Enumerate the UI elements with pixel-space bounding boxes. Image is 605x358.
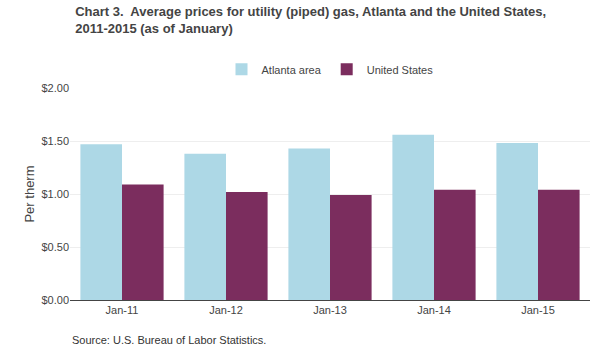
svg-text:Source: U.S. Bureau of Labor S: Source: U.S. Bureau of Labor Statistics. (72, 334, 266, 346)
svg-text:$0.50: $0.50 (41, 241, 69, 253)
svg-text:Jan-12: Jan-12 (209, 304, 243, 316)
svg-text:Jan-13: Jan-13 (313, 304, 347, 316)
svg-text:Chart 3. Average prices for u: Chart 3. Average prices for utility (pip… (75, 4, 546, 36)
svg-text:Jan-14: Jan-14 (417, 304, 451, 316)
svg-text:Jan-11: Jan-11 (106, 304, 139, 316)
svg-text:Atlanta area: Atlanta area (262, 64, 322, 76)
svg-text:Jan-15: Jan-15 (521, 304, 555, 316)
svg-text:Per therm: Per therm (22, 165, 37, 222)
svg-text:$0.00: $0.00 (41, 294, 69, 306)
svg-text:United States: United States (367, 64, 434, 76)
svg-text:$1.00: $1.00 (41, 188, 69, 200)
svg-text:$2.00: $2.00 (41, 82, 69, 94)
svg-text:$1.50: $1.50 (41, 135, 69, 147)
